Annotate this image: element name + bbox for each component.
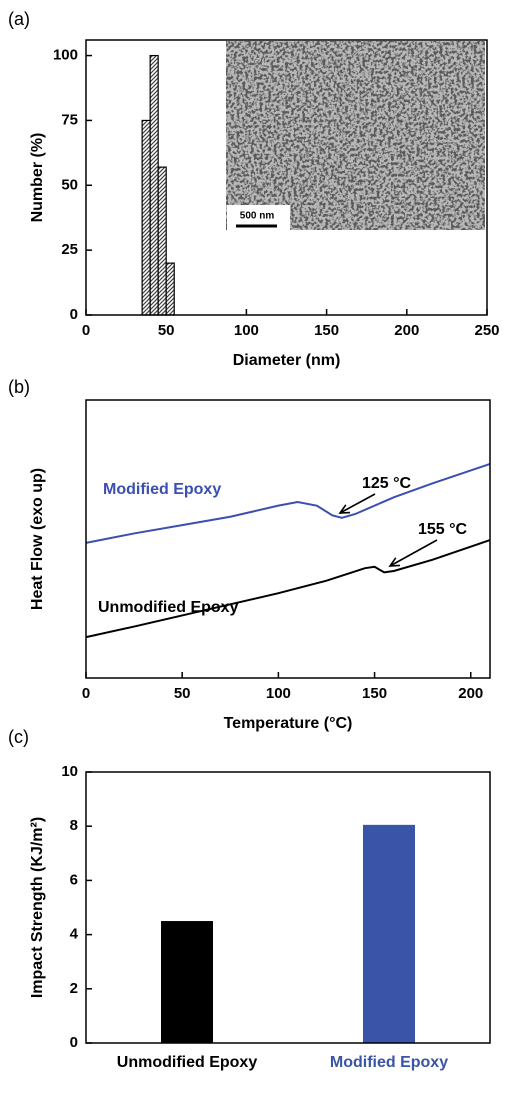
annotation: 155 °C — [418, 521, 468, 538]
histogram-bar — [141, 119, 151, 316]
x-tick-label: Modified Epoxy — [330, 1054, 448, 1071]
y-tick-label: 0 — [70, 1034, 78, 1051]
x-axis-title: Temperature (°C) — [224, 715, 353, 732]
panel-label: (a) — [8, 9, 30, 29]
arrow-head — [338, 504, 351, 514]
histogram-bar — [157, 166, 167, 316]
x-tick-label: 50 — [174, 685, 191, 702]
x-tick-label: 50 — [158, 322, 175, 339]
y-axis-title: Number (%) — [29, 133, 46, 223]
annotation-arrow — [339, 493, 376, 514]
y-tick-label: 50 — [61, 176, 78, 193]
plot-frame — [85, 39, 488, 316]
y-tick-label: 8 — [70, 817, 78, 834]
x-tick-label: 150 — [314, 322, 339, 339]
scale-bar-label: 500 nm — [240, 211, 275, 222]
y-tick-label: 75 — [61, 111, 78, 128]
series-line — [85, 539, 491, 639]
bar — [161, 921, 213, 1043]
histogram-bar — [149, 54, 159, 316]
series-label: Modified Epoxy — [103, 481, 221, 498]
x-tick-label: 200 — [458, 685, 483, 702]
series-label: Unmodified Epoxy — [98, 599, 239, 616]
annotation-arrow — [389, 539, 438, 567]
plot-frame — [85, 399, 491, 679]
y-tick-label: 100 — [53, 47, 78, 64]
x-tick-label: 0 — [82, 685, 90, 702]
arrow-head — [388, 557, 401, 567]
annotation: 125 °C — [362, 475, 412, 492]
x-tick-label: 0 — [82, 322, 90, 339]
x-tick-label: 150 — [362, 685, 387, 702]
y-tick-label: 25 — [61, 241, 78, 258]
y-tick-label: 6 — [70, 871, 78, 888]
tem-inset — [226, 41, 485, 230]
y-tick-label: 2 — [70, 980, 78, 997]
plot-frame — [85, 771, 491, 1044]
x-tick-label: Unmodified Epoxy — [117, 1054, 258, 1071]
y-tick-label: 10 — [61, 763, 78, 780]
x-tick-label: 100 — [266, 685, 291, 702]
x-tick-label: 200 — [394, 322, 419, 339]
x-tick-label: 100 — [234, 322, 259, 339]
y-axis-title: Impact Strength (KJ/m²) — [29, 817, 46, 998]
x-axis-title: Diameter (nm) — [233, 352, 341, 369]
x-tick-label: 250 — [474, 322, 499, 339]
panel-label: (b) — [8, 377, 30, 397]
series-line — [85, 462, 491, 544]
y-tick-label: 4 — [70, 926, 79, 943]
y-axis-title: Heat Flow (exo up) — [29, 468, 46, 610]
histogram-bar — [165, 262, 175, 316]
bar — [363, 824, 415, 1043]
y-tick-label: 0 — [70, 306, 78, 323]
panel-label: (c) — [8, 727, 29, 747]
